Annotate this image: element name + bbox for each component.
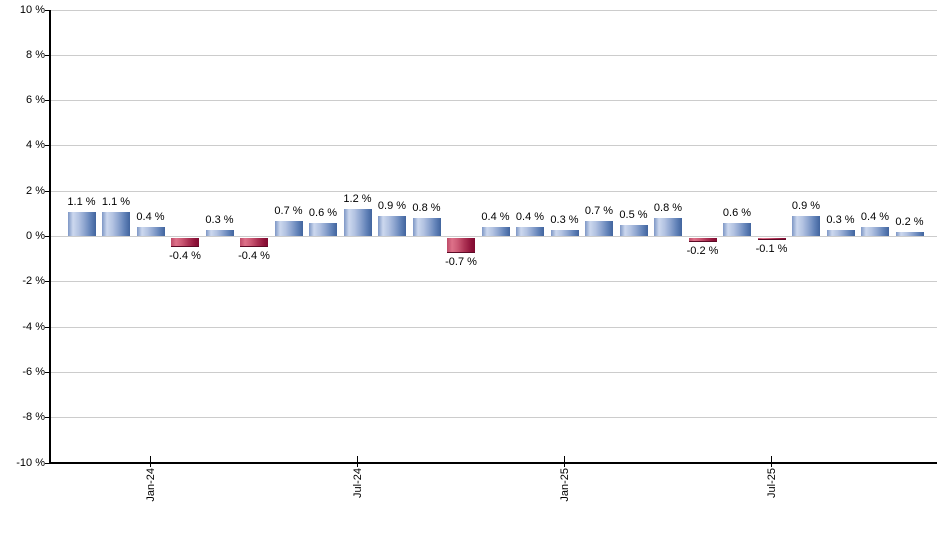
- y-tick-label: 6 %: [26, 94, 45, 107]
- gridline: [49, 190, 937, 192]
- bar-value-label: -0.2 %: [686, 245, 719, 258]
- y-axis-line: [49, 10, 51, 463]
- x-tick-label: Jan-24: [144, 468, 157, 502]
- y-tick-label: -8 %: [22, 411, 45, 424]
- bar-value-label: 0.7 %: [584, 204, 614, 217]
- bar-value-label: -0.7 %: [445, 256, 477, 269]
- x-axis-line: [49, 462, 937, 464]
- bar-value-label: 0.8 %: [653, 202, 683, 215]
- bar-Sep-25: [826, 229, 855, 237]
- y-tick-label: -4 %: [22, 320, 45, 333]
- y-axis-tick: [45, 9, 50, 11]
- x-tick-label: Jul-25: [765, 468, 778, 498]
- bar-Apr-24: [240, 237, 268, 247]
- bar-Jun-24: [309, 222, 337, 237]
- bar-value-label: 0.6 %: [308, 206, 338, 219]
- y-axis-tick: [45, 54, 50, 56]
- bar-value-label: -0.4 %: [238, 249, 270, 262]
- x-axis-tick: [564, 456, 565, 467]
- bar-value-label: 1.1 %: [67, 195, 96, 208]
- bar-Dec-23: [102, 211, 130, 237]
- y-axis-tick: [45, 190, 50, 192]
- bar-Feb-24: [171, 237, 199, 247]
- y-tick-label: -10 %: [16, 456, 45, 469]
- bar-value-label: 0.9 %: [377, 200, 407, 213]
- y-tick-label: 10 %: [19, 3, 45, 16]
- bar-Apr-25: [654, 218, 682, 237]
- bar-value-label: 0.9 %: [791, 200, 821, 213]
- y-tick-label: 0 %: [26, 230, 45, 242]
- y-tick-label: -2 %: [22, 275, 45, 288]
- bar-Mar-25: [619, 225, 648, 237]
- x-axis-tick: [150, 456, 151, 467]
- bar-value-label: 0.4 %: [481, 211, 510, 224]
- bar-Jan-24: [136, 227, 165, 237]
- bar-May-24: [274, 220, 303, 237]
- bar-value-label: -0.4 %: [169, 249, 201, 262]
- gridline: [49, 371, 937, 373]
- bar-value-label: 0.4 %: [136, 211, 165, 224]
- bar-Jul-25: [757, 237, 786, 240]
- gridline: [49, 236, 937, 237]
- x-axis-tick: [771, 456, 772, 467]
- bar-Jan-25: [550, 229, 579, 237]
- y-axis-tick: [45, 145, 50, 147]
- bar-value-label: -0.1 %: [755, 242, 788, 255]
- y-tick-label: 8 %: [26, 48, 45, 61]
- bar-Jul-24: [343, 209, 372, 237]
- gridline: [49, 417, 937, 419]
- bar-value-label: 0.2 %: [895, 215, 924, 228]
- bar-May-25: [688, 237, 717, 243]
- gridline: [49, 9, 937, 11]
- x-axis-tick: [357, 456, 358, 467]
- bar-Oct-25: [861, 227, 889, 237]
- y-tick-label: 4 %: [26, 139, 45, 152]
- y-axis-tick: [45, 326, 50, 328]
- y-axis-tick: [45, 236, 50, 237]
- bar-Sep-24: [412, 218, 441, 237]
- bar-value-label: 0.3 %: [205, 213, 234, 226]
- bar-Aug-25: [792, 216, 820, 237]
- gridline: [49, 281, 937, 283]
- gridline: [49, 100, 937, 102]
- bar-Mar-24: [205, 229, 234, 237]
- gridline: [49, 54, 937, 56]
- bar-Oct-24: [447, 237, 475, 254]
- bar-value-label: 0.3 %: [826, 213, 855, 226]
- bar-value-label: 0.3 %: [550, 213, 579, 226]
- bar-value-label: 0.4 %: [515, 211, 545, 224]
- bar-value-label: 0.4 %: [860, 211, 890, 224]
- bar-Feb-25: [585, 220, 613, 237]
- bar-Nov-23: [67, 211, 96, 237]
- bar-value-label: 0.7 %: [274, 204, 303, 217]
- y-axis-tick: [45, 371, 50, 373]
- y-axis-tick: [45, 100, 50, 102]
- x-tick-label: Jan-25: [558, 468, 571, 502]
- bar-Nov-25: [895, 231, 924, 237]
- gridline: [49, 145, 937, 147]
- y-tick-label: -6 %: [22, 365, 45, 378]
- bar-value-label: 0.6 %: [722, 206, 752, 219]
- gridline: [49, 326, 937, 328]
- bar-value-label: 1.1 %: [101, 195, 131, 208]
- y-axis-tick: [45, 462, 50, 464]
- bar-value-label: 1.2 %: [343, 193, 372, 206]
- bar-Dec-24: [516, 227, 544, 237]
- y-axis-tick: [45, 417, 50, 419]
- bar-Aug-24: [378, 216, 406, 237]
- bar-Nov-24: [481, 227, 510, 237]
- x-tick-label: Jul-24: [351, 468, 364, 498]
- bar-value-label: 0.5 %: [619, 209, 648, 222]
- y-axis-tick: [45, 281, 50, 283]
- bar-value-label: 0.8 %: [412, 202, 441, 215]
- y-tick-label: 2 %: [26, 184, 45, 197]
- bar-Jun-25: [723, 222, 751, 237]
